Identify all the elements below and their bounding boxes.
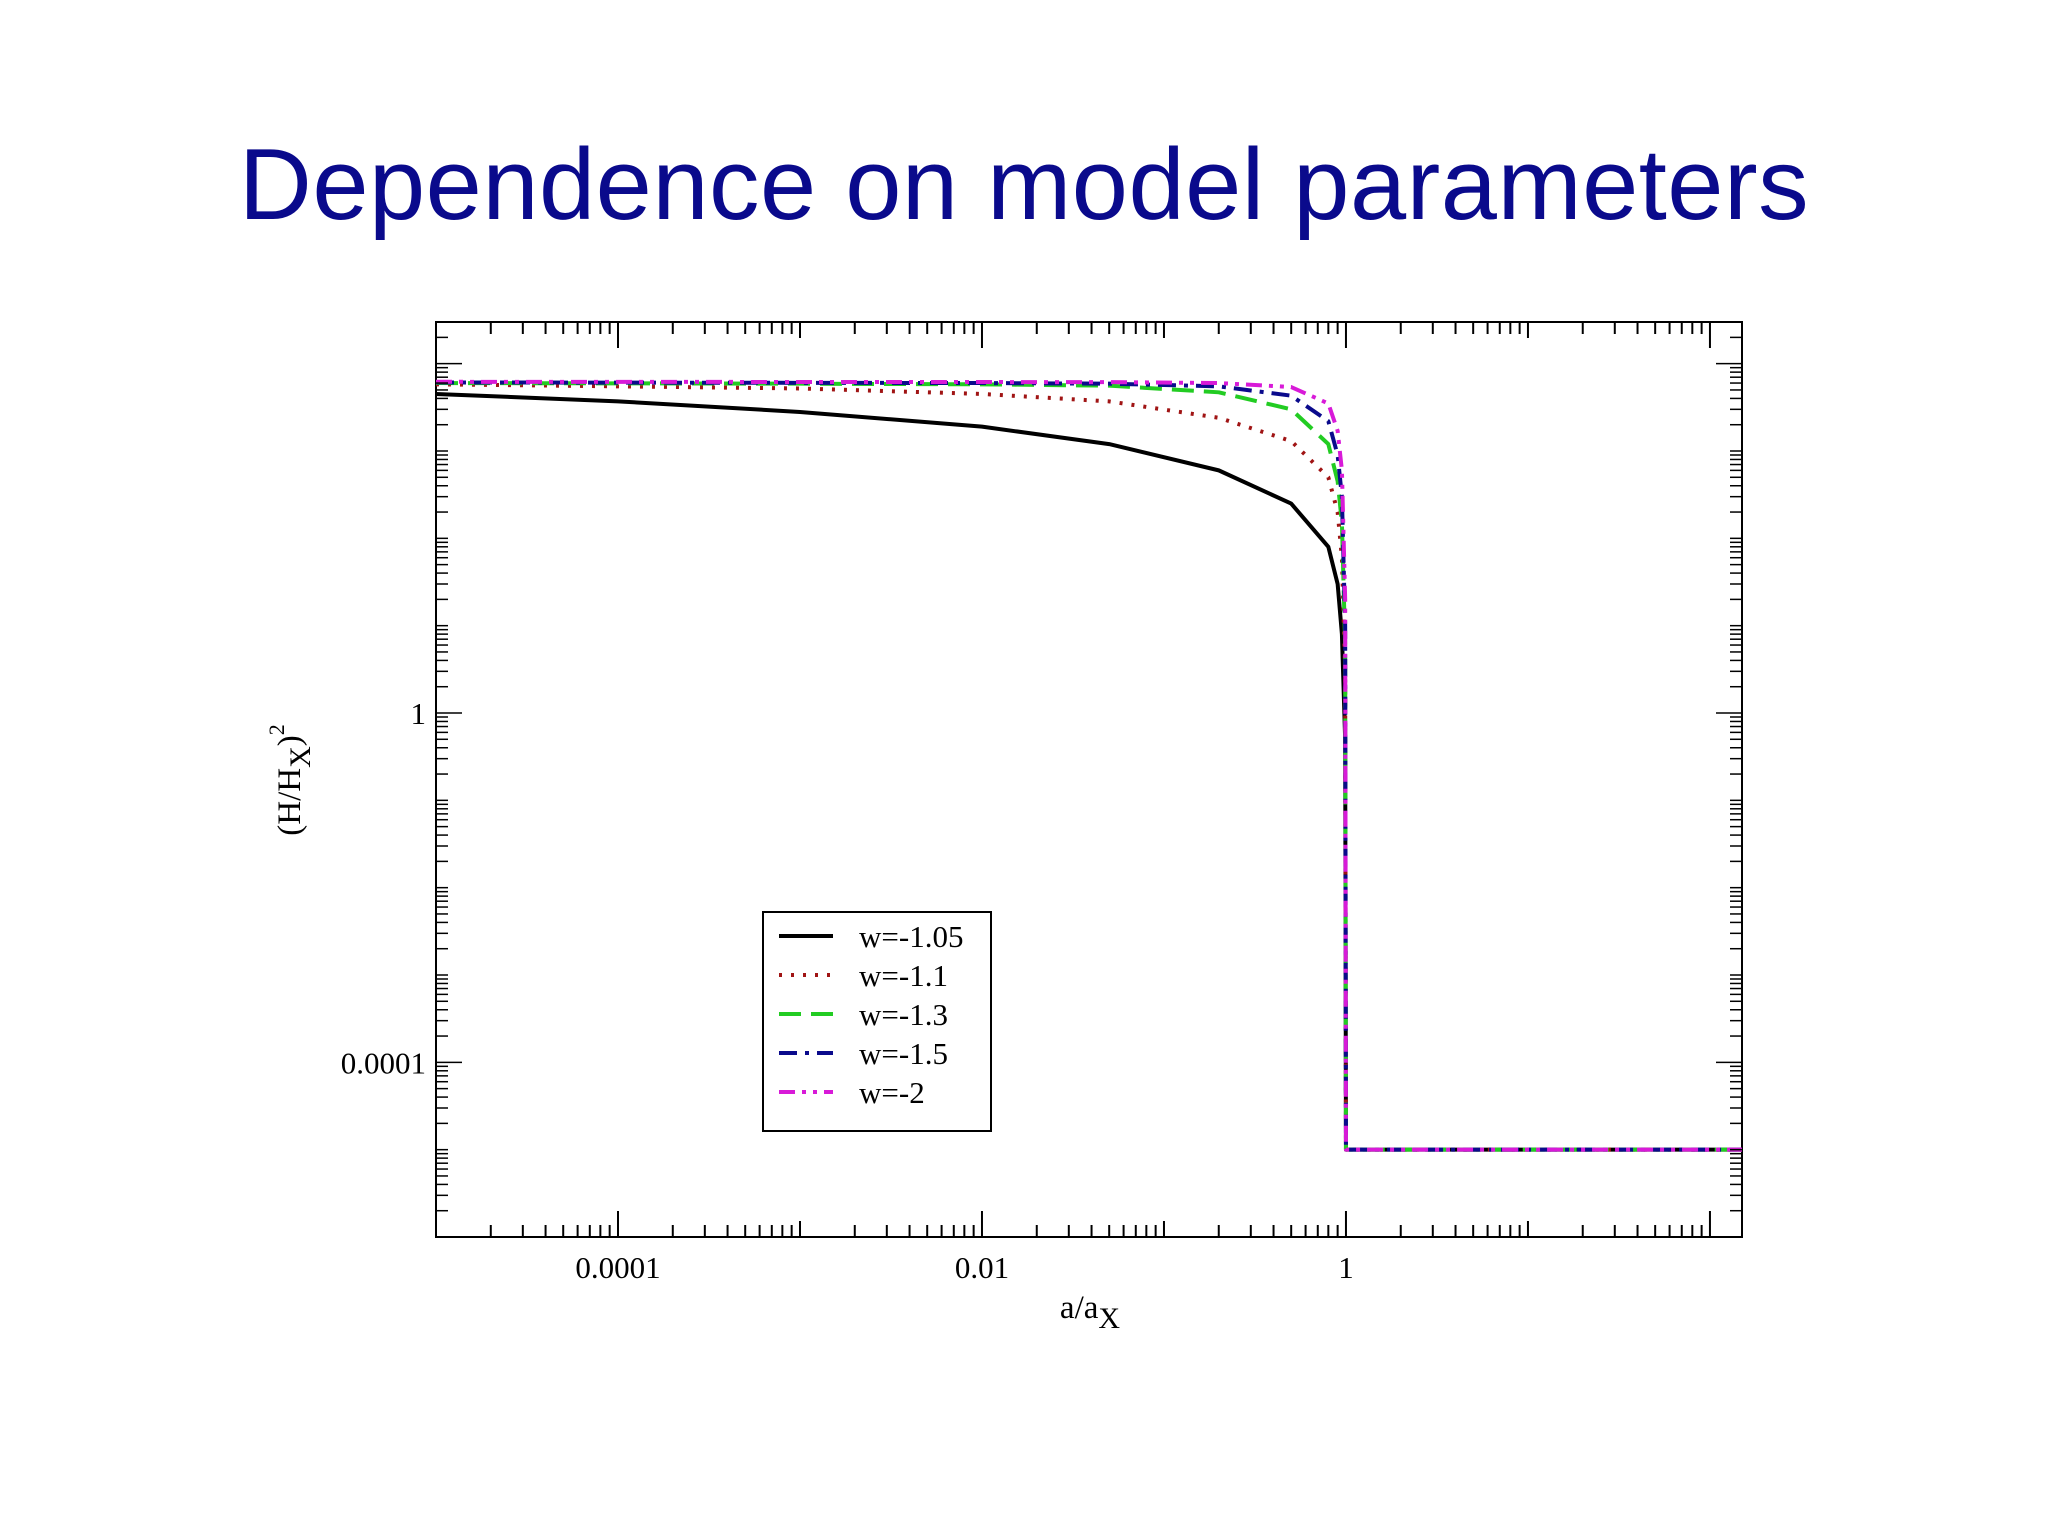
y-tick-label: 1 bbox=[411, 696, 427, 731]
y-tick-label: 0.0001 bbox=[341, 1045, 426, 1080]
y-axis-label: (H/HX)2 bbox=[264, 724, 317, 836]
legend-label: w=-1.3 bbox=[859, 997, 948, 1032]
plot-area bbox=[435, 321, 1743, 1238]
legend-label: w=-1.5 bbox=[859, 1036, 948, 1071]
x-tick-label: 1 bbox=[1338, 1250, 1354, 1285]
x-tick-label: 0.01 bbox=[955, 1250, 1009, 1285]
series-line-5 bbox=[435, 379, 1742, 1152]
y-axis: 0.0001 1 bbox=[341, 321, 1742, 1238]
x-tick-label: 0.0001 bbox=[575, 1250, 660, 1285]
legend: w=-1.05 w=-1.1 w=-1.3 w=-1.5 w=-2 bbox=[762, 911, 992, 1132]
slide-title: Dependence on model parameters bbox=[238, 129, 1810, 241]
legend-label: w=-1.05 bbox=[859, 919, 963, 954]
series-layer bbox=[435, 379, 1742, 1152]
legend-label: w=-2 bbox=[859, 1075, 925, 1110]
x-axis-label: a/aX bbox=[1060, 1290, 1120, 1335]
plot-frame bbox=[435, 321, 1743, 1238]
axis-labels: a/aX (H/HX)2 bbox=[264, 724, 1120, 1335]
legend-box bbox=[762, 911, 992, 1132]
legend-label: w=-1.1 bbox=[859, 958, 948, 993]
x-axis: 0.0001 0.01 1 bbox=[435, 322, 1711, 1285]
